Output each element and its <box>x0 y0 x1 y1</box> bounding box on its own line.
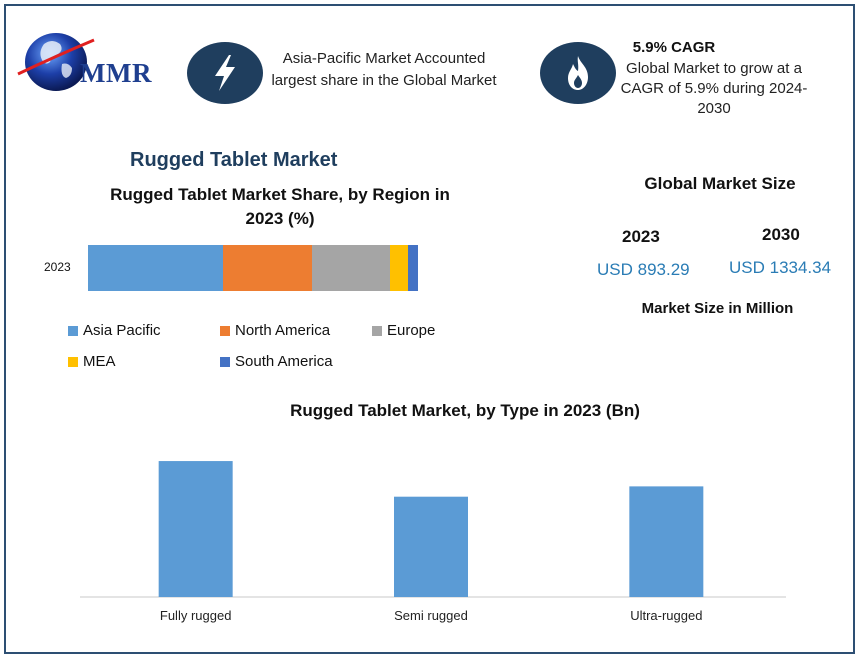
x-tick-label: Semi rugged <box>394 608 468 623</box>
legend-asia-pacific: Asia Pacific <box>68 322 161 339</box>
market-size-unit-note: Market Size in Million <box>641 300 794 317</box>
chart1-category-label: 2023 <box>44 260 71 274</box>
legend-label: South America <box>235 353 333 370</box>
legend-label: Asia Pacific <box>83 322 161 339</box>
legend-south-america: South America <box>220 353 333 370</box>
legend-swatch <box>220 356 230 367</box>
globe-icon <box>17 33 95 91</box>
legend-north-america: North America <box>220 322 330 339</box>
info-asia-pacific: Asia-Pacific Market Accounted largest sh… <box>271 50 497 89</box>
bar-ultra-rugged <box>629 486 704 597</box>
flame-icon <box>540 42 616 104</box>
x-tick-label: Fully rugged <box>160 608 232 623</box>
legend-label: North America <box>235 322 331 339</box>
legend-swatch <box>220 325 230 336</box>
legend-label: Europe <box>387 322 436 339</box>
x-tick-label: Ultra-rugged <box>630 608 702 623</box>
bar-semi-rugged <box>394 496 468 597</box>
bar-segment-europe <box>312 245 390 291</box>
stacked-bar <box>88 245 418 291</box>
legend-swatch <box>68 356 78 367</box>
chart1-title: Rugged Tablet Market Share, by Region in… <box>110 185 450 228</box>
bar-fully-rugged <box>158 461 233 597</box>
bar-segment-south-america <box>408 245 418 291</box>
logo-text: MMR <box>80 58 152 88</box>
chart2-title: Rugged Tablet Market, by Type in 2023 (B… <box>290 401 640 420</box>
page-title: Rugged Tablet Market <box>130 149 338 171</box>
year-2030-label: 2030 <box>762 225 800 244</box>
cagr-title: 5.9% CAGR <box>632 39 716 56</box>
cagr-text: Global Market to grow at a CAGR of 5.9% … <box>620 60 808 117</box>
legend-mea: MEA <box>68 353 116 370</box>
outer-frame <box>4 4 855 654</box>
mmr-logo: MMR <box>16 26 176 92</box>
global-market-size-title: Global Market Size <box>644 174 796 193</box>
legend-label: MEA <box>83 353 116 370</box>
legend-swatch <box>68 325 78 336</box>
type-bar-chart: Fully rugged Semi rugged Ultra-rugged <box>80 461 786 623</box>
lightning-icon <box>187 42 263 104</box>
year-2023-label: 2023 <box>622 227 660 246</box>
bar-segment-north-america <box>223 245 313 291</box>
value-2030: USD 1334.34 <box>729 258 832 277</box>
value-2023: USD 893.29 <box>597 260 690 279</box>
bar-segment-asia-pacific <box>88 245 224 291</box>
bar-segment-mea <box>389 245 409 291</box>
legend-swatch <box>372 325 382 336</box>
legend-europe: Europe <box>372 322 435 339</box>
